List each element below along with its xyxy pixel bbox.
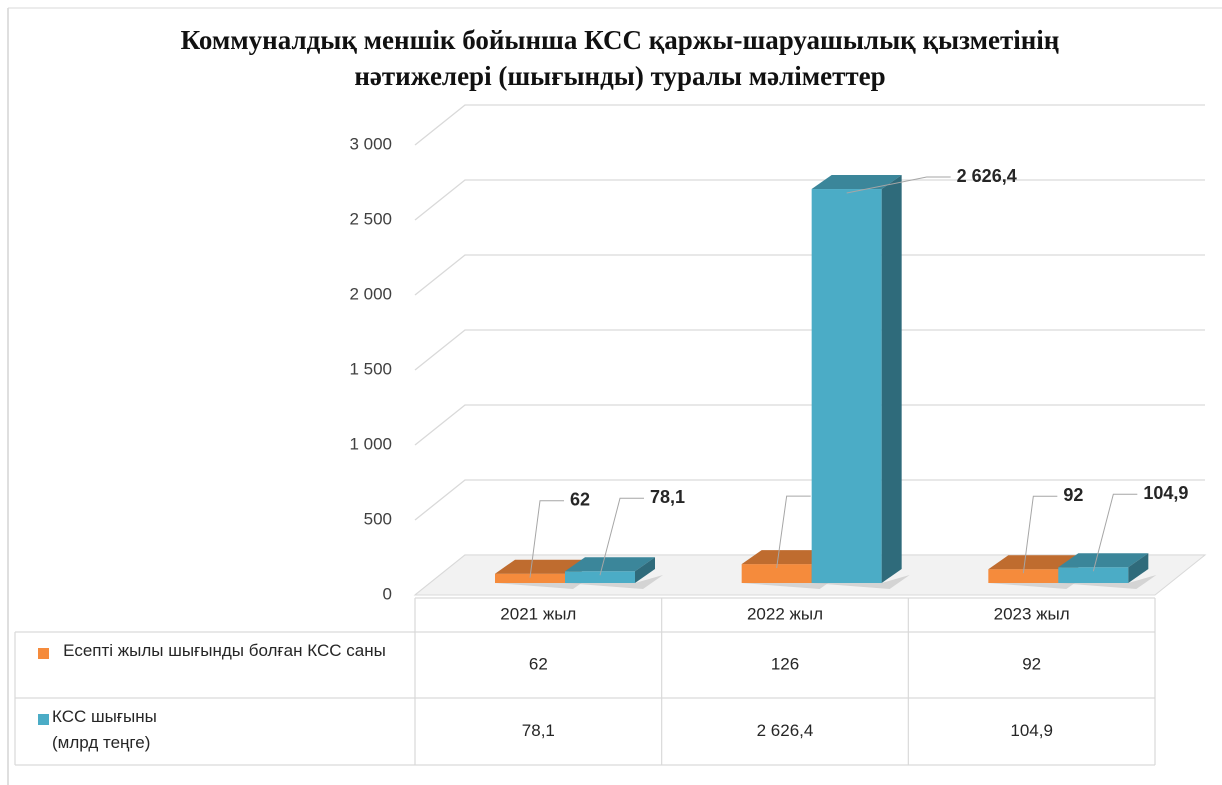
bar-shadow: [811, 575, 910, 589]
y-tick-label: 3 000: [349, 134, 392, 153]
legend-swatch: [38, 714, 49, 725]
data-label: 62: [570, 489, 590, 509]
y-tick-label: 2 000: [349, 284, 392, 303]
bar-top: [988, 555, 1079, 570]
table-cell: 92: [1022, 654, 1041, 673]
legend-cell: КСС шығыны (млрд теңге): [52, 707, 157, 752]
leader-line: [529, 500, 564, 578]
grid-line: [414, 104, 1205, 146]
grid-line: [414, 254, 1205, 296]
x-tick-label: 2023 жыл: [994, 604, 1070, 623]
y-tick-label: 0: [383, 584, 392, 603]
bar-shadow: [988, 575, 1087, 589]
y-tick-label: 1 500: [349, 359, 392, 378]
leader-line: [1092, 493, 1138, 572]
table-cell: 62: [529, 654, 548, 673]
bar: [495, 573, 565, 583]
data-label: 78,1: [650, 487, 685, 507]
x-tick-label: 2022 жыл: [747, 604, 823, 623]
bar-side: [881, 175, 902, 584]
bar-shadow: [495, 575, 593, 589]
bar-top: [565, 557, 655, 572]
leader-line: [846, 176, 951, 194]
table-cell: 126: [771, 654, 799, 673]
grid-line: [414, 329, 1205, 371]
bar-top: [811, 175, 902, 190]
x-tick-label: 2021 жыл: [500, 604, 576, 623]
bar-shadow: [565, 575, 663, 589]
bar: [741, 564, 812, 583]
data-label: 104,9: [1143, 483, 1188, 503]
bar: [1058, 567, 1129, 583]
data-label: 92: [1063, 485, 1083, 505]
bar-shadow: [1058, 575, 1157, 589]
legend-swatch: [38, 648, 49, 659]
bar-top: [1058, 553, 1149, 568]
y-tick-label: 2 500: [349, 209, 392, 228]
bar: [565, 571, 635, 583]
leader-line: [599, 497, 644, 576]
leader-line: [1022, 495, 1058, 574]
bar-shadow: [741, 575, 840, 589]
grid-line: [414, 179, 1205, 221]
grid-line: [414, 479, 1205, 521]
bar: [811, 189, 882, 584]
leader-line: [776, 495, 811, 569]
bar-top: [495, 559, 585, 574]
y-tick-label: 500: [364, 509, 392, 528]
table-cell: 78,1: [522, 721, 555, 740]
y-tick-label: 1 000: [349, 434, 392, 453]
table-cell: 104,9: [1010, 721, 1053, 740]
bar-side: [1128, 553, 1149, 583]
grid-line: [414, 404, 1205, 446]
bar: [988, 569, 1059, 583]
table-cell: 2 626,4: [757, 721, 814, 740]
legend-label: Есепті жылы шығынды болған КСС саны: [63, 641, 386, 660]
bar-side: [635, 557, 655, 583]
data-label: 2 626,4: [957, 166, 1017, 186]
bar-top: [741, 550, 832, 565]
chart-title: Коммуналдық меншік бойынша КСС қаржы-шар…: [180, 25, 1060, 91]
legend-label: КСС шығыны (млрд теңге): [52, 707, 157, 752]
legend-cell: Есепті жылы шығынды болған КСС саны: [63, 641, 386, 660]
